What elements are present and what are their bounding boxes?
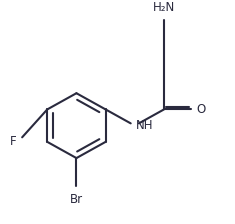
Text: O: O <box>196 103 206 116</box>
Text: NH: NH <box>136 119 153 132</box>
Text: F: F <box>10 135 17 148</box>
Text: Br: Br <box>70 193 83 206</box>
Text: H₂N: H₂N <box>153 1 175 14</box>
